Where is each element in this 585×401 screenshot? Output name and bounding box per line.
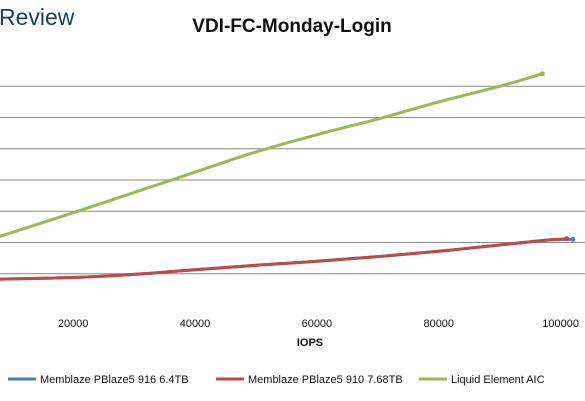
legend-label-1: Memblaze PBlaze5 916 6.4TB bbox=[40, 374, 189, 386]
series-line-3 bbox=[0, 72, 544, 238]
x-tick-label: 60000 bbox=[302, 318, 333, 330]
series-lines bbox=[0, 71, 576, 281]
brand-watermark: Review bbox=[0, 4, 75, 30]
x-tick-label: 80000 bbox=[423, 318, 454, 330]
series-end-marker-2 bbox=[564, 236, 570, 242]
legend-label-3: Liquid Element AIC bbox=[451, 374, 545, 386]
chart-title: VDI-FC-Monday-Login bbox=[192, 16, 391, 37]
x-tick-label: 20000 bbox=[58, 318, 89, 330]
series-end-marker-3 bbox=[539, 71, 545, 77]
gridlines bbox=[0, 85, 585, 275]
x-axis-ticks: 20000 40000 60000 80000 100000 bbox=[58, 318, 579, 330]
series-line-2 bbox=[0, 237, 569, 281]
legend-label-2: Memblaze PBlaze5 910 7.68TB bbox=[248, 374, 403, 386]
series-end-marker-1 bbox=[570, 236, 576, 242]
legend: Memblaze PBlaze5 916 6.4TB Memblaze PBlaz… bbox=[8, 374, 545, 386]
x-axis-label: IOPS bbox=[297, 337, 323, 349]
x-tick-label: 40000 bbox=[180, 318, 211, 330]
x-tick-label: 100000 bbox=[542, 318, 579, 330]
